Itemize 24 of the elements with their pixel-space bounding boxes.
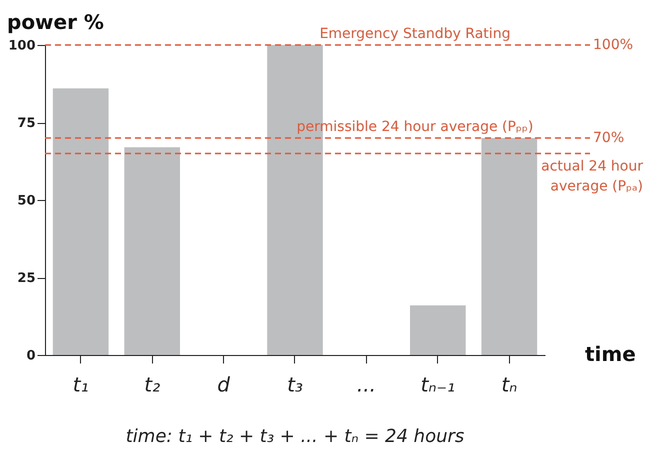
- y-tick-label: 75: [17, 116, 36, 131]
- x-tick-label: t₃: [287, 372, 303, 396]
- x-tick-label: tₙ: [501, 372, 518, 396]
- y-tick-label: 50: [17, 194, 36, 208]
- ref-line-label: permissible 24 hour average (Pₚₚ): [296, 119, 534, 135]
- x-tick-label: d: [217, 372, 230, 396]
- text: 100%: [593, 37, 634, 53]
- ref-line-label: Emergency Standby Rating: [320, 26, 510, 42]
- bar: [124, 147, 180, 355]
- bar: [410, 305, 466, 355]
- bar: [52, 88, 109, 355]
- y-axis-title: power %: [7, 10, 104, 34]
- y-tick-label: 25: [17, 271, 36, 286]
- text: time: t₁ + t₂ + t₃ + ... + tₙ = 24 hours: [126, 426, 464, 447]
- x-tick-label: t₂: [144, 372, 160, 396]
- text: 70%: [593, 130, 624, 146]
- x-tick-label: ...: [356, 372, 376, 396]
- y-tick-label: 100: [8, 38, 36, 54]
- y-tick-label: 0: [26, 348, 36, 364]
- bar: [481, 138, 538, 355]
- x-axis-title: time: [585, 342, 636, 366]
- ref-line-label: actual 24 hour average (Pₚₐ): [541, 158, 644, 194]
- x-tick-label: tₙ₋₁: [420, 372, 456, 396]
- x-tick-label: t₁: [72, 372, 89, 396]
